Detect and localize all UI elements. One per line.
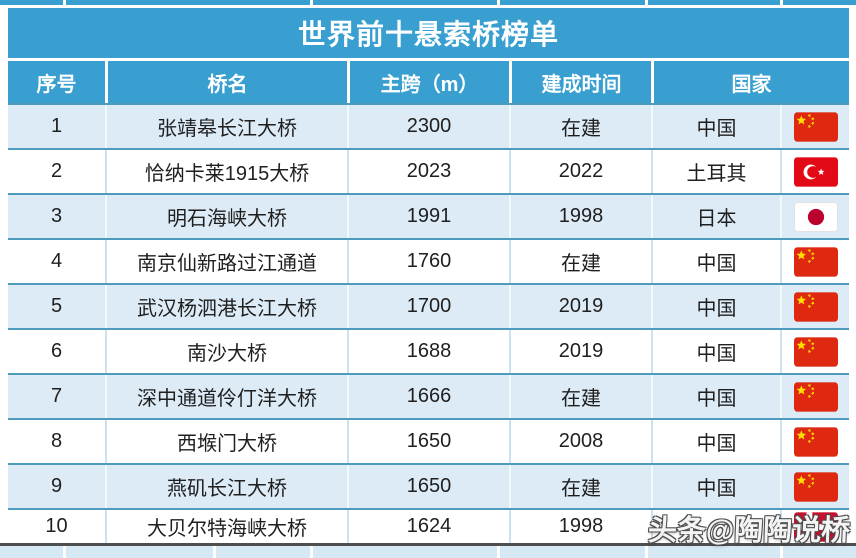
cell-no: 9 <box>8 465 105 508</box>
cell-built: 在建 <box>509 465 651 508</box>
cell-name: 明石海峡大桥 <box>105 195 347 238</box>
cell-flag <box>780 375 849 418</box>
cell-no: 6 <box>8 330 105 373</box>
cell-flag <box>780 105 849 148</box>
cell-no: 10 <box>8 510 105 543</box>
page-title: 世界前十悬索桥榜单 <box>298 13 559 53</box>
cell-built: 2022 <box>509 150 651 193</box>
cutoff-row-top <box>0 0 856 5</box>
cell-name: 张靖皋长江大桥 <box>105 105 347 148</box>
cell-name: 南京仙新路过江通道 <box>105 240 347 283</box>
column-header-built: 建成时间 <box>509 61 651 103</box>
flag-china-icon <box>794 382 838 412</box>
flag-china-icon <box>794 337 838 367</box>
column-header-name: 桥名 <box>105 61 347 103</box>
table-row: 1 张靖皋长江大桥 2300 在建 中国 <box>8 105 849 150</box>
cell-no: 2 <box>8 150 105 193</box>
cell-flag <box>780 330 849 373</box>
cell-built: 在建 <box>509 240 651 283</box>
flag-china-icon <box>794 247 838 277</box>
flag-japan-icon <box>794 202 838 232</box>
cell-flag <box>780 465 849 508</box>
cell-country: 中国 <box>651 240 780 283</box>
flag-turkey-icon <box>794 157 838 187</box>
table-row: 8 西堠门大桥 1650 2008 中国 <box>8 420 849 465</box>
cell-country: 中国 <box>651 375 780 418</box>
cell-span: 1991 <box>347 195 509 238</box>
table-row: 2 恰纳卡莱1915大桥 2023 2022 土耳其 <box>8 150 849 195</box>
table-header-row: 序号 桥名 主跨（m） 建成时间 国家 <box>8 61 849 105</box>
cell-built: 在建 <box>509 375 651 418</box>
table-row: 6 南沙大桥 1688 2019 中国 <box>8 330 849 375</box>
cell-span: 1700 <box>347 285 509 328</box>
flag-china-icon <box>794 292 838 322</box>
cell-built: 1998 <box>509 510 651 543</box>
table-title-bar: 世界前十悬索桥榜单 <box>8 8 849 58</box>
cell-no: 5 <box>8 285 105 328</box>
cell-span: 2300 <box>347 105 509 148</box>
watermark: 头条@陶陶说桥 <box>647 507 851 549</box>
table-row: 4 南京仙新路过江通道 1760 在建 中国 <box>8 240 849 285</box>
cell-flag <box>780 150 849 193</box>
cell-span: 1688 <box>347 330 509 373</box>
cell-span: 1666 <box>347 375 509 418</box>
table-row: 7 深中通道伶仃洋大桥 1666 在建 中国 <box>8 375 849 420</box>
cell-country: 日本 <box>651 195 780 238</box>
cell-name: 大贝尔特海峡大桥 <box>105 510 347 543</box>
cell-no: 1 <box>8 105 105 148</box>
cell-flag <box>780 285 849 328</box>
cell-no: 3 <box>8 195 105 238</box>
cell-span: 1650 <box>347 465 509 508</box>
cell-name: 南沙大桥 <box>105 330 347 373</box>
table-row: 9 燕矶长江大桥 1650 在建 中国 <box>8 465 849 510</box>
flag-china-icon <box>794 427 838 457</box>
table-row: 5 武汉杨泗港长江大桥 1700 2019 中国 <box>8 285 849 330</box>
cell-country: 土耳其 <box>651 150 780 193</box>
cell-name: 燕矶长江大桥 <box>105 465 347 508</box>
flag-china-icon <box>794 472 838 502</box>
cell-flag <box>780 240 849 283</box>
column-header-country: 国家 <box>651 61 849 103</box>
cell-span: 1760 <box>347 240 509 283</box>
cell-built: 2019 <box>509 285 651 328</box>
cell-span: 2023 <box>347 150 509 193</box>
cell-built: 在建 <box>509 105 651 148</box>
cell-flag <box>780 420 849 463</box>
table-row: 3 明石海峡大桥 1991 1998 日本 <box>8 195 849 240</box>
cell-name: 西堠门大桥 <box>105 420 347 463</box>
cell-no: 7 <box>8 375 105 418</box>
cell-no: 4 <box>8 240 105 283</box>
cell-country: 中国 <box>651 330 780 373</box>
cell-country: 中国 <box>651 105 780 148</box>
column-header-span: 主跨（m） <box>347 61 509 103</box>
table-body: 1 张靖皋长江大桥 2300 在建 中国 2 恰纳卡莱1915大桥 2023 2… <box>8 105 849 543</box>
cell-built: 1998 <box>509 195 651 238</box>
cell-name: 深中通道伶仃洋大桥 <box>105 375 347 418</box>
cell-built: 2019 <box>509 330 651 373</box>
cell-name: 恰纳卡莱1915大桥 <box>105 150 347 193</box>
cell-country: 中国 <box>651 420 780 463</box>
column-header-no: 序号 <box>8 61 105 103</box>
cell-country: 中国 <box>651 465 780 508</box>
cell-flag <box>780 195 849 238</box>
cell-built: 2008 <box>509 420 651 463</box>
flag-china-icon <box>794 112 838 142</box>
cell-country: 中国 <box>651 285 780 328</box>
cell-name: 武汉杨泗港长江大桥 <box>105 285 347 328</box>
bridge-ranking-table: 世界前十悬索桥榜单 序号 桥名 主跨（m） 建成时间 国家 1 张靖皋长江大桥 … <box>8 8 849 543</box>
cell-no: 8 <box>8 420 105 463</box>
cell-span: 1650 <box>347 420 509 463</box>
cell-span: 1624 <box>347 510 509 543</box>
